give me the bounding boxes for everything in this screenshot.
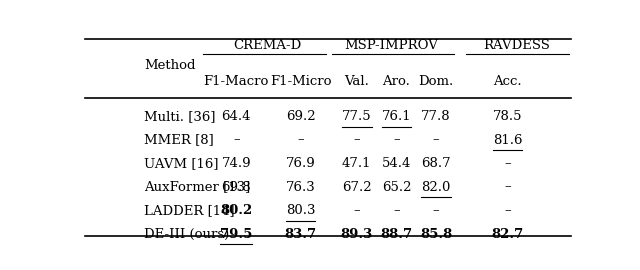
Text: Multi. [36]: Multi. [36] — [145, 110, 216, 123]
Text: –: – — [504, 204, 511, 217]
Text: –: – — [353, 134, 360, 147]
Text: Acc.: Acc. — [493, 75, 522, 88]
Text: 68.7: 68.7 — [421, 157, 451, 170]
Text: UAVM [16]: UAVM [16] — [145, 157, 219, 170]
Text: 76.1: 76.1 — [381, 110, 412, 123]
Text: Val.: Val. — [344, 75, 369, 88]
Text: MSP-IMPROV: MSP-IMPROV — [344, 39, 438, 52]
Text: –: – — [504, 181, 511, 194]
Text: 85.8: 85.8 — [420, 228, 452, 241]
Text: 47.1: 47.1 — [342, 157, 371, 170]
Text: 88.7: 88.7 — [380, 228, 413, 241]
Text: RAVDESS: RAVDESS — [483, 39, 550, 52]
Text: DE-III (ours): DE-III (ours) — [145, 228, 230, 241]
Text: 54.4: 54.4 — [382, 157, 411, 170]
Text: AuxFormer [13]: AuxFormer [13] — [145, 181, 251, 194]
Text: MMER [8]: MMER [8] — [145, 134, 214, 147]
Text: –: – — [353, 204, 360, 217]
Text: –: – — [298, 134, 304, 147]
Text: Aro.: Aro. — [383, 75, 410, 88]
Text: Dom.: Dom. — [419, 75, 454, 88]
Text: 74.9: 74.9 — [221, 157, 251, 170]
Text: 77.5: 77.5 — [342, 110, 372, 123]
Text: –: – — [433, 134, 440, 147]
Text: 80.2: 80.2 — [220, 204, 252, 217]
Text: 64.4: 64.4 — [221, 110, 251, 123]
Text: 78.5: 78.5 — [493, 110, 522, 123]
Text: 80.3: 80.3 — [286, 204, 316, 217]
Text: 79.5: 79.5 — [220, 228, 252, 241]
Text: 76.9: 76.9 — [286, 157, 316, 170]
Text: F1-Micro: F1-Micro — [270, 75, 332, 88]
Text: –: – — [433, 204, 440, 217]
Text: –: – — [393, 204, 400, 217]
Text: LADDER [14]: LADDER [14] — [145, 204, 235, 217]
Text: 89.3: 89.3 — [340, 228, 373, 241]
Text: 77.8: 77.8 — [421, 110, 451, 123]
Text: 83.7: 83.7 — [285, 228, 317, 241]
Text: –: – — [393, 134, 400, 147]
Text: 76.3: 76.3 — [286, 181, 316, 194]
Text: Method: Method — [145, 59, 196, 72]
Text: 81.6: 81.6 — [493, 134, 522, 147]
Text: 65.2: 65.2 — [381, 181, 411, 194]
Text: 69.8: 69.8 — [221, 181, 251, 194]
Text: 82.7: 82.7 — [492, 228, 524, 241]
Text: –: – — [504, 157, 511, 170]
Text: 67.2: 67.2 — [342, 181, 372, 194]
Text: F1-Macro: F1-Macro — [204, 75, 269, 88]
Text: 82.0: 82.0 — [422, 181, 451, 194]
Text: –: – — [233, 134, 239, 147]
Text: CREMA-D: CREMA-D — [234, 39, 301, 52]
Text: 69.2: 69.2 — [286, 110, 316, 123]
